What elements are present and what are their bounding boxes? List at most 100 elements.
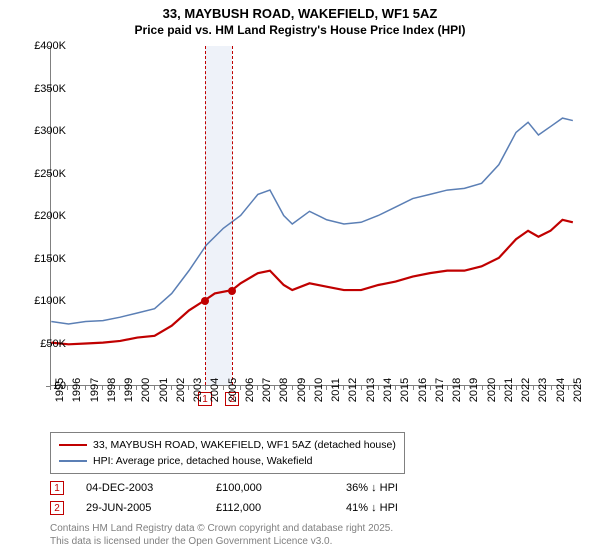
y-axis-tick — [46, 89, 50, 90]
sale-row: 229-JUN-2005£112,00041% ↓ HPI — [50, 498, 466, 518]
x-axis-tick — [430, 386, 431, 390]
sale-marker-line — [205, 46, 206, 385]
x-axis-tick — [188, 386, 189, 390]
footer-line1: Contains HM Land Registry data © Crown c… — [50, 522, 393, 535]
chart-plot-area: 12 — [50, 46, 580, 386]
x-axis-tick-label: 1997 — [89, 378, 101, 402]
x-axis-tick-label: 2025 — [572, 378, 584, 402]
legend-label: HPI: Average price, detached house, Wake… — [93, 455, 312, 467]
x-axis-tick — [67, 386, 68, 390]
x-axis-tick — [395, 386, 396, 390]
x-axis-tick-label: 2023 — [537, 378, 549, 402]
y-axis-tick — [46, 131, 50, 132]
title-line1: 33, MAYBUSH ROAD, WAKEFIELD, WF1 5AZ — [0, 6, 600, 21]
sale-num: 1 — [50, 481, 64, 495]
y-axis-tick — [46, 259, 50, 260]
x-axis-tick-label: 2022 — [520, 378, 532, 402]
x-axis-tick-label: 2002 — [175, 378, 187, 402]
x-axis-tick — [378, 386, 379, 390]
footer-line2: This data is licensed under the Open Gov… — [50, 535, 393, 548]
x-axis-tick — [361, 386, 362, 390]
sale-marker-line — [232, 46, 233, 385]
x-axis-tick — [551, 386, 552, 390]
x-axis-tick — [343, 386, 344, 390]
y-axis-tick-label: £200K — [34, 210, 66, 222]
x-axis-tick-label: 2008 — [278, 378, 290, 402]
y-axis-tick-label: £300K — [34, 125, 66, 137]
x-axis-tick-label: 2019 — [468, 378, 480, 402]
x-axis-tick-label: 2004 — [209, 378, 221, 402]
x-axis-tick — [292, 386, 293, 390]
x-axis-tick — [240, 386, 241, 390]
x-axis-tick-label: 2021 — [503, 378, 515, 402]
legend-label: 33, MAYBUSH ROAD, WAKEFIELD, WF1 5AZ (de… — [93, 439, 396, 451]
x-axis-tick-label: 2007 — [261, 378, 273, 402]
x-axis-tick — [464, 386, 465, 390]
x-axis-tick — [274, 386, 275, 390]
y-axis-tick — [46, 344, 50, 345]
sale-date: 04-DEC-2003 — [86, 482, 216, 494]
x-axis-tick-label: 1995 — [54, 378, 66, 402]
x-axis-tick — [154, 386, 155, 390]
x-axis-tick — [205, 386, 206, 390]
x-axis-tick-label: 2020 — [486, 378, 498, 402]
sale-diff: 36% ↓ HPI — [346, 482, 466, 494]
sale-price: £112,000 — [216, 502, 346, 514]
footer: Contains HM Land Registry data © Crown c… — [50, 522, 393, 548]
x-axis-tick-label: 2009 — [296, 378, 308, 402]
x-axis-tick-label: 2010 — [313, 378, 325, 402]
x-axis-tick-label: 2006 — [244, 378, 256, 402]
x-axis-tick-label: 2018 — [451, 378, 463, 402]
x-axis-tick — [257, 386, 258, 390]
title-line2: Price paid vs. HM Land Registry's House … — [0, 23, 600, 37]
y-axis-tick-label: £350K — [34, 83, 66, 95]
x-axis-tick-label: 2003 — [192, 378, 204, 402]
y-axis-tick-label: £150K — [34, 253, 66, 265]
x-axis-tick-label: 2005 — [227, 378, 239, 402]
x-axis-tick — [447, 386, 448, 390]
x-axis-tick-label: 1999 — [123, 378, 135, 402]
y-axis-tick — [46, 216, 50, 217]
y-axis-tick-label: £50K — [40, 338, 66, 350]
x-axis-tick-label: 2017 — [434, 378, 446, 402]
y-axis-tick — [46, 46, 50, 47]
sale-price: £100,000 — [216, 482, 346, 494]
x-axis-tick — [482, 386, 483, 390]
x-axis-tick-label: 1998 — [106, 378, 118, 402]
x-axis-tick — [568, 386, 569, 390]
series-line-hpi — [51, 118, 573, 324]
y-axis-tick — [46, 301, 50, 302]
sale-num: 2 — [50, 501, 64, 515]
sales-table: 1 04-DEC-2003£100,00036% ↓ HPI 2 29-JUN-200… — [50, 478, 466, 518]
legend: 33, MAYBUSH ROAD, WAKEFIELD, WF1 5AZ (de… — [50, 432, 405, 474]
sale-date: 29-JUN-2005 — [86, 502, 216, 514]
x-axis-tick — [516, 386, 517, 390]
y-axis-tick-label: £100K — [34, 295, 66, 307]
y-axis-tick-label: £400K — [34, 40, 66, 52]
x-axis-tick — [171, 386, 172, 390]
x-axis-tick-label: 2014 — [382, 378, 394, 402]
chart-lines-svg — [51, 46, 580, 385]
x-axis-tick — [533, 386, 534, 390]
x-axis-tick-label: 2012 — [347, 378, 359, 402]
x-axis-tick-label: 2001 — [158, 378, 170, 402]
x-axis-tick-label: 2000 — [140, 378, 152, 402]
title-block: 33, MAYBUSH ROAD, WAKEFIELD, WF1 5AZ Pri… — [0, 0, 600, 37]
x-axis-tick-label: 2024 — [555, 378, 567, 402]
x-axis-tick — [119, 386, 120, 390]
x-axis-tick-label: 1996 — [71, 378, 83, 402]
x-axis-tick-label: 2016 — [417, 378, 429, 402]
x-axis-tick-label: 2011 — [330, 378, 342, 402]
sale-row: 1 04-DEC-2003£100,00036% ↓ HPI — [50, 478, 466, 498]
legend-item: 33, MAYBUSH ROAD, WAKEFIELD, WF1 5AZ (de… — [59, 437, 396, 453]
legend-item: HPI: Average price, detached house, Wake… — [59, 453, 396, 469]
chart-container: 33, MAYBUSH ROAD, WAKEFIELD, WF1 5AZ Pri… — [0, 0, 600, 560]
x-axis-tick — [326, 386, 327, 390]
x-axis-tick — [50, 386, 51, 390]
x-axis-tick — [102, 386, 103, 390]
legend-swatch — [59, 460, 87, 462]
x-axis-tick — [499, 386, 500, 390]
x-axis-tick — [136, 386, 137, 390]
x-axis-tick — [85, 386, 86, 390]
x-axis-tick-label: 2015 — [399, 378, 411, 402]
